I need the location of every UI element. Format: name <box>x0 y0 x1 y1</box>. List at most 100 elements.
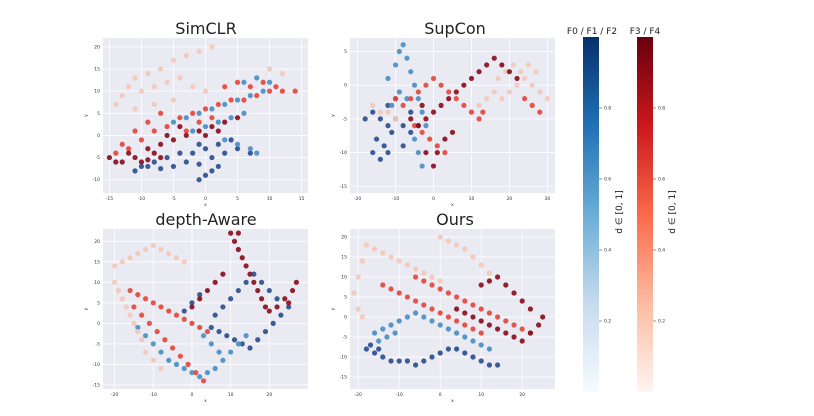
data-point <box>522 96 528 102</box>
data-point <box>476 102 482 108</box>
data-point <box>370 149 376 156</box>
data-point <box>170 137 177 143</box>
data-point <box>138 88 145 94</box>
data-point <box>247 146 253 152</box>
data-point <box>190 84 196 90</box>
colorbar-tick-label: 0.8 <box>658 106 665 112</box>
data-point <box>220 304 226 310</box>
y-axis-label: y <box>331 307 336 310</box>
data-point <box>228 137 234 143</box>
data-point <box>260 79 266 85</box>
data-point <box>112 263 118 269</box>
data-point <box>396 358 402 364</box>
data-point <box>372 350 378 356</box>
data-point <box>158 154 164 161</box>
data-point <box>158 304 164 310</box>
data-point <box>177 150 183 156</box>
data-point <box>445 290 451 296</box>
data-point <box>423 123 429 129</box>
data-point <box>404 358 410 364</box>
data-point <box>150 357 156 363</box>
data-point <box>408 96 414 102</box>
data-point <box>138 163 145 170</box>
data-point <box>119 159 125 165</box>
data-point <box>142 296 149 302</box>
data-point <box>468 75 475 82</box>
data-point <box>177 123 183 130</box>
data-point <box>377 109 383 115</box>
x-tick-label: -10 <box>150 392 157 398</box>
data-point <box>139 337 145 343</box>
data-point <box>511 290 517 296</box>
x-axis-label: x <box>204 399 207 404</box>
data-point <box>231 337 238 343</box>
data-point <box>430 163 437 169</box>
data-point <box>127 312 133 318</box>
data-point <box>279 88 285 94</box>
y-tick-label: 20 <box>94 239 100 245</box>
data-point <box>392 116 399 122</box>
y-tick-label: 0 <box>97 321 100 327</box>
data-point <box>423 116 429 122</box>
x-tick-label: -20 <box>111 392 118 398</box>
x-tick-label: 20 <box>266 392 272 398</box>
data-point <box>154 328 160 335</box>
data-point <box>445 326 451 332</box>
data-point <box>389 129 395 135</box>
data-point <box>196 141 202 147</box>
data-point <box>177 75 183 81</box>
colorbar-tick-label: 0.4 <box>604 248 611 254</box>
data-point <box>189 320 195 326</box>
data-point <box>132 154 138 161</box>
data-point <box>247 150 253 156</box>
data-point <box>430 109 437 115</box>
data-point <box>170 345 176 351</box>
data-point <box>413 362 419 368</box>
data-point <box>362 116 368 122</box>
data-point <box>142 333 149 339</box>
data-point <box>190 128 196 134</box>
data-point <box>196 48 202 54</box>
data-point <box>470 338 476 344</box>
data-point <box>454 330 460 336</box>
data-point <box>421 270 427 276</box>
data-point <box>478 282 484 288</box>
data-point <box>181 308 187 314</box>
data-point <box>491 55 497 61</box>
y-tick-label: -5 <box>96 341 101 347</box>
data-point <box>158 141 164 147</box>
data-point <box>274 296 280 302</box>
y-tick-label: 15 <box>94 259 100 265</box>
data-point <box>115 287 122 294</box>
panel-title: SimCLR <box>175 19 236 38</box>
data-point <box>266 88 273 94</box>
x-tick-label: -20 <box>354 196 361 202</box>
data-point <box>119 296 125 302</box>
data-point <box>454 346 460 352</box>
data-point <box>293 279 299 285</box>
data-point <box>385 109 391 115</box>
data-point <box>183 53 189 59</box>
data-point <box>480 109 486 115</box>
data-point <box>241 79 247 85</box>
y-tick-label: 10 <box>94 280 100 286</box>
data-point <box>413 310 419 316</box>
data-point <box>289 287 296 294</box>
data-point <box>202 123 209 130</box>
data-point <box>408 69 414 75</box>
x-tick-label: 15 <box>299 196 305 202</box>
data-point <box>181 316 187 322</box>
data-point <box>173 361 180 367</box>
data-point <box>278 312 284 318</box>
data-point <box>145 146 151 152</box>
data-point <box>127 255 133 261</box>
data-point <box>197 296 203 302</box>
colorbar-tick-label: 0.2 <box>604 319 611 325</box>
data-point <box>254 150 260 156</box>
data-point <box>132 128 138 134</box>
data-point <box>241 110 247 116</box>
data-point <box>421 314 427 320</box>
x-tick-label: 0 <box>191 392 194 398</box>
data-point <box>454 242 460 248</box>
data-point <box>132 106 138 112</box>
